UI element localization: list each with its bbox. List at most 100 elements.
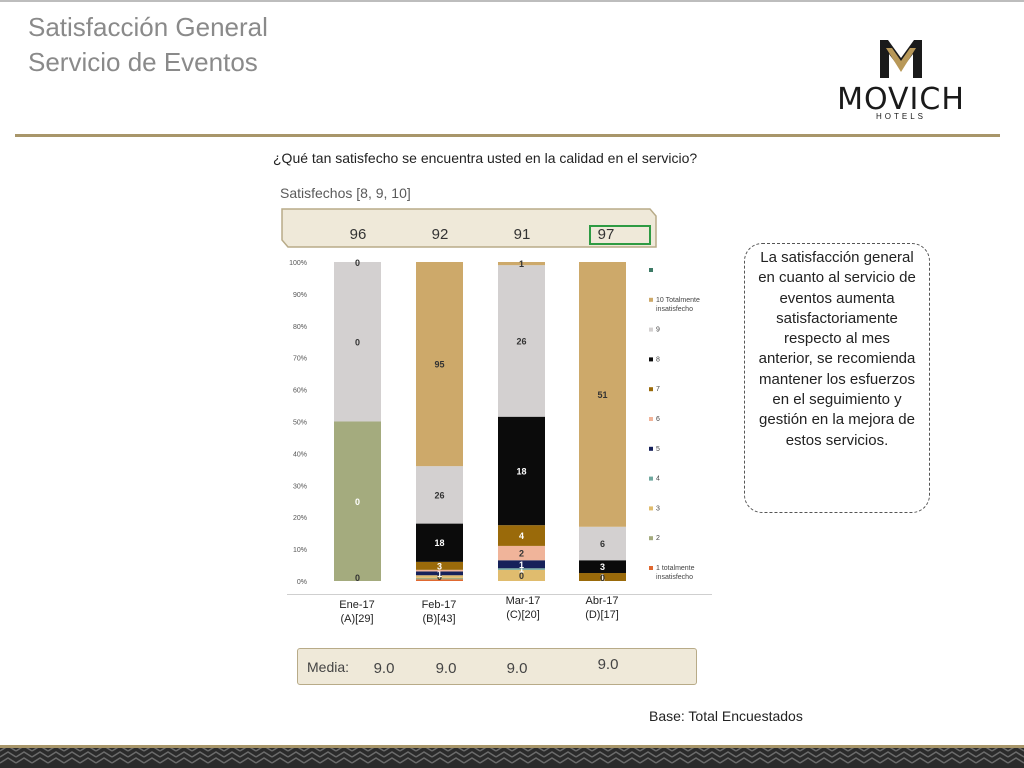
bar-segment xyxy=(416,523,463,562)
y-tick-label: 90% xyxy=(293,292,307,299)
legend-label-line: 10 Totalmente xyxy=(656,297,700,304)
bar-segment xyxy=(498,568,545,570)
y-tick-label: 40% xyxy=(293,451,307,458)
legend-label: 9 xyxy=(656,327,660,334)
legend-label-line: 3 xyxy=(656,505,660,512)
legend-label: 4 xyxy=(656,476,660,483)
data-label: 0 xyxy=(600,573,605,583)
legend-swatch xyxy=(649,268,653,272)
bar-segment xyxy=(579,573,626,581)
legend-label: 6 xyxy=(656,416,660,423)
logo-name: MOVICH xyxy=(837,82,965,117)
legend-label-line: 7 xyxy=(656,386,660,393)
y-tick-label: 70% xyxy=(293,356,307,363)
satisfied-value: 92 xyxy=(431,226,449,243)
y-tick-label: 100% xyxy=(289,260,307,267)
legend-swatch xyxy=(649,327,653,332)
bar-segment xyxy=(416,262,463,467)
data-label: 1 xyxy=(600,573,605,583)
top-border xyxy=(0,0,1024,2)
title-line-2: Servicio de Eventos xyxy=(28,47,258,77)
data-label: 6 xyxy=(600,539,605,549)
y-tick-label: 10% xyxy=(293,547,307,554)
data-label: 1 xyxy=(519,565,524,575)
movich-logo: MOVICH HOTELS xyxy=(812,38,990,122)
data-label: 1 xyxy=(519,259,524,269)
legend-label-line: insatisfecho xyxy=(656,306,693,313)
legend-swatch xyxy=(649,506,653,511)
logo-mark-icon xyxy=(880,40,922,78)
satisfied-value: 96 xyxy=(349,226,367,243)
legend-label: 7 xyxy=(656,386,660,393)
callout-text: La satisfacción general en cuanto al ser… xyxy=(744,243,930,513)
category-base: (B)[43] xyxy=(422,613,456,625)
legend-swatch xyxy=(649,297,653,302)
highlight-box xyxy=(589,225,651,245)
base-note: Base: Total Encuestados xyxy=(649,708,803,724)
data-label: 3 xyxy=(600,562,605,572)
satisfied-value: 91 xyxy=(513,226,531,243)
legend-swatch xyxy=(649,476,653,481)
data-label: 0 xyxy=(355,573,360,583)
bar-segment xyxy=(498,569,545,581)
bar-segment xyxy=(498,545,545,561)
bar-segment xyxy=(498,560,545,569)
decorative-footer xyxy=(0,745,1024,768)
data-label: 18 xyxy=(516,466,526,476)
bar-segment xyxy=(416,569,463,572)
data-label: 95 xyxy=(434,360,444,370)
category-base: (D)[17] xyxy=(585,609,619,621)
legend-label-line: 2 xyxy=(656,535,660,542)
data-label: 1 xyxy=(437,569,442,579)
bar-segment xyxy=(498,525,545,546)
data-label: 0 xyxy=(437,572,442,582)
legend-label-line: 4 xyxy=(656,476,660,483)
legend-label-line: 8 xyxy=(656,356,660,363)
data-label: 26 xyxy=(434,490,444,500)
legend-label: 3 xyxy=(656,505,660,512)
legend-swatch xyxy=(649,536,653,541)
data-label: 0 xyxy=(519,571,524,581)
legend-label-line: 6 xyxy=(656,416,660,423)
media-label: Media: xyxy=(307,659,350,675)
bar-segment xyxy=(498,416,545,526)
legend-swatch xyxy=(649,387,653,392)
legend-label: 8 xyxy=(656,356,660,363)
data-label: 3 xyxy=(437,561,442,571)
legend-label: 5 xyxy=(656,446,660,453)
satisfied-label: Satisfechos [8, 9, 10] xyxy=(280,185,411,201)
bar-segment xyxy=(416,561,463,570)
media-box xyxy=(297,648,697,685)
category-base: (A)[29] xyxy=(340,613,374,625)
satisfied-value: 97 xyxy=(597,226,615,243)
legend-swatch xyxy=(649,357,653,362)
slide-title: Satisfacción General Servicio de Eventos xyxy=(28,10,268,80)
media-value: 9.0 xyxy=(506,660,528,677)
bar-segment xyxy=(579,560,626,574)
y-tick-label: 0% xyxy=(297,579,307,586)
category-month: Mar-17 xyxy=(505,595,541,607)
data-label: 51 xyxy=(597,390,607,400)
bar-segment xyxy=(579,262,626,527)
data-label: 2 xyxy=(519,549,524,559)
media-value: 9.0 xyxy=(373,660,395,677)
category-month: Abr-17 xyxy=(585,595,619,607)
legend-swatch xyxy=(649,417,653,421)
bar-segment xyxy=(334,421,381,581)
y-tick-label: 30% xyxy=(293,483,307,490)
data-label: 0 xyxy=(355,337,360,347)
category-base: (C)[20] xyxy=(506,609,540,621)
legend-label-line: 5 xyxy=(656,446,660,453)
bar-segment xyxy=(416,579,463,581)
category-month: Feb-17 xyxy=(421,599,457,611)
data-label: 1 xyxy=(519,560,524,570)
chart-baseline xyxy=(287,594,712,595)
legend-label: 10 Totalmente insatisfecho xyxy=(656,297,700,313)
legend-label-line: 1 totalmente xyxy=(656,565,695,572)
bar-segment xyxy=(498,262,545,266)
category-label: Mar-17 (C)[20] xyxy=(488,594,558,622)
media-value: 9.0 xyxy=(597,656,619,673)
legend-swatch xyxy=(649,446,653,451)
title-line-1: Satisfacción General xyxy=(28,12,268,42)
logo-subtitle: HOTELS xyxy=(875,112,926,121)
